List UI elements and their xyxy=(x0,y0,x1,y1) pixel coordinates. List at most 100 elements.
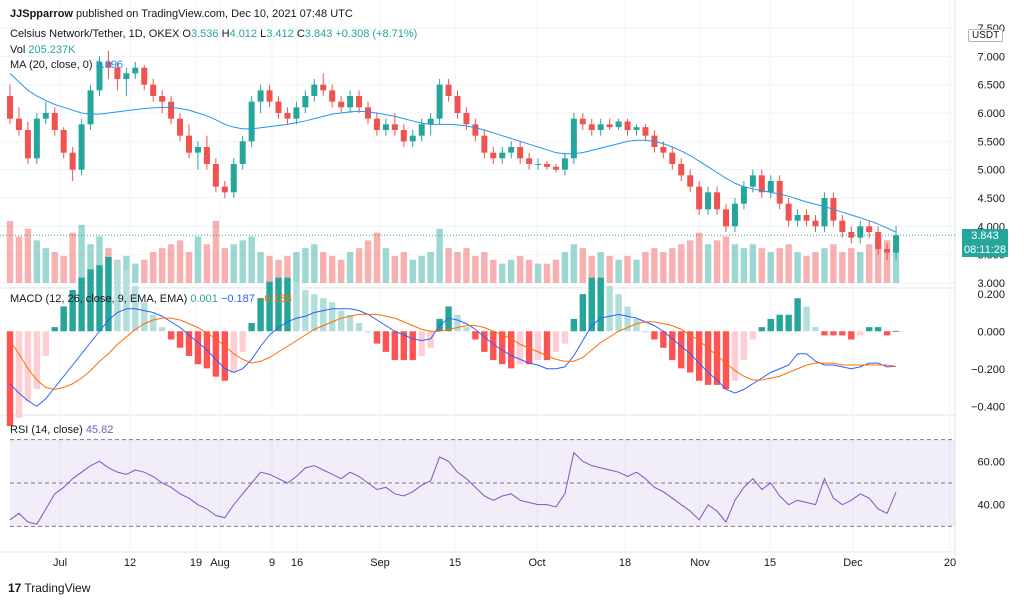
volume-bar xyxy=(311,244,318,283)
candle-body xyxy=(42,113,49,119)
candle-body xyxy=(391,124,398,130)
currency-badge[interactable]: USDT xyxy=(968,29,1004,42)
price-tick-label: 6.000 xyxy=(977,108,1005,120)
candle-body xyxy=(132,67,139,74)
volume-bar xyxy=(51,252,58,283)
volume-bar xyxy=(552,259,560,283)
candle-body xyxy=(275,101,282,113)
volume-bar xyxy=(678,244,685,283)
volume-bar xyxy=(830,244,837,283)
volume-bar xyxy=(543,263,551,283)
x-tick-label: 20 xyxy=(944,557,956,569)
volume-bar xyxy=(185,252,193,283)
candle-body xyxy=(866,226,873,232)
close-label: C xyxy=(296,28,305,40)
volume-bar xyxy=(651,248,658,283)
candle-body xyxy=(338,101,345,108)
candle-body xyxy=(740,186,747,204)
macd-hist-bar xyxy=(839,331,846,336)
candle-body xyxy=(418,124,425,136)
candle-body xyxy=(60,130,67,153)
macd-hist-bar xyxy=(821,331,828,336)
pair-label: Celsius Network/Tether, 1D, OKEX xyxy=(10,28,180,40)
volume-bar xyxy=(883,240,891,283)
macd-hist-bar xyxy=(669,331,676,361)
volume-bar xyxy=(704,244,712,283)
rsi-value: 45.82 xyxy=(85,424,114,436)
candle-body xyxy=(239,141,246,164)
volume-bar xyxy=(499,263,506,283)
candle-body xyxy=(373,118,380,130)
macd-hist-bar xyxy=(687,331,694,373)
macd-hist-bar xyxy=(427,331,434,348)
price-tick-label: 6.500 xyxy=(977,80,1005,92)
volume-bar xyxy=(355,248,363,283)
macd-hist-bar xyxy=(320,298,327,332)
price-legend: Celsius Network/Tether, 1D, OKEX O3.536 … xyxy=(10,28,417,40)
candle-body xyxy=(758,175,765,193)
volume-bar xyxy=(203,244,211,283)
candle-body xyxy=(508,147,515,153)
candle-body xyxy=(723,209,729,227)
candle-body xyxy=(687,175,694,187)
candle-body xyxy=(87,90,94,125)
tradingview-logo[interactable]: 17 TradingView xyxy=(8,581,90,595)
candle-body xyxy=(875,232,882,249)
volume-bar xyxy=(525,259,533,283)
macd-hist-bar xyxy=(42,331,49,356)
macd-hist-bar xyxy=(69,290,76,332)
candlestick-series[interactable] xyxy=(7,50,900,261)
candle-body xyxy=(96,62,103,91)
macd-value: −0.187 xyxy=(220,293,255,305)
candle-body xyxy=(597,124,604,130)
macd-hist-bar xyxy=(660,331,667,348)
rsi-legend: RSI (14, close) 45.82 xyxy=(10,424,113,436)
volume-bar xyxy=(570,244,578,283)
publish-line: JJSpparrow published on TradingView.com,… xyxy=(10,8,353,20)
candle-body xyxy=(114,67,121,79)
macd-hist-bar xyxy=(776,314,783,332)
macd-histogram xyxy=(6,257,900,427)
macd-hist-bar xyxy=(6,331,14,427)
macd-hist-bar xyxy=(409,331,416,361)
volume-bar xyxy=(346,252,354,283)
macd-hist-bar xyxy=(364,331,372,333)
macd-hist-bar xyxy=(713,331,721,385)
x-tick-label: 18 xyxy=(619,557,631,569)
volume-bar xyxy=(740,248,748,283)
volume-bar xyxy=(266,255,273,283)
candle-body xyxy=(731,203,738,227)
candle-body xyxy=(714,192,721,210)
macd-hist-bar xyxy=(794,298,801,332)
macd-hist-value: 0.001 xyxy=(190,293,218,305)
macd-hist-bar xyxy=(803,306,810,332)
volume-bars xyxy=(6,221,900,283)
price-tick-label: 4.500 xyxy=(977,193,1005,205)
macd-line xyxy=(9,308,897,407)
volume-bar xyxy=(848,248,855,283)
candle-body xyxy=(123,73,130,79)
volume-bar xyxy=(785,244,792,283)
publisher-name[interactable]: JJSpparrow xyxy=(10,8,73,20)
candle-body xyxy=(159,96,166,102)
candle-body xyxy=(347,96,354,108)
low-value: 3.412 xyxy=(266,28,294,40)
macd-hist-bar xyxy=(158,327,166,332)
ma20-line xyxy=(9,72,897,233)
candle-body xyxy=(168,101,175,119)
macd-hist-bar xyxy=(624,306,631,332)
macd-hist-bar xyxy=(499,331,506,365)
macd-hist-bar xyxy=(848,331,855,340)
volume-bar xyxy=(24,228,32,283)
candle-body xyxy=(678,164,685,176)
volume-bar xyxy=(158,248,166,283)
x-tick-label: 12 xyxy=(124,557,136,569)
volume-bar xyxy=(239,240,246,283)
candle-body xyxy=(203,147,210,164)
volume-bar xyxy=(320,252,327,283)
macd-hist-bar xyxy=(87,269,94,332)
candle-body xyxy=(311,84,318,96)
volume-bar xyxy=(490,259,497,283)
volume-bar xyxy=(400,252,407,283)
